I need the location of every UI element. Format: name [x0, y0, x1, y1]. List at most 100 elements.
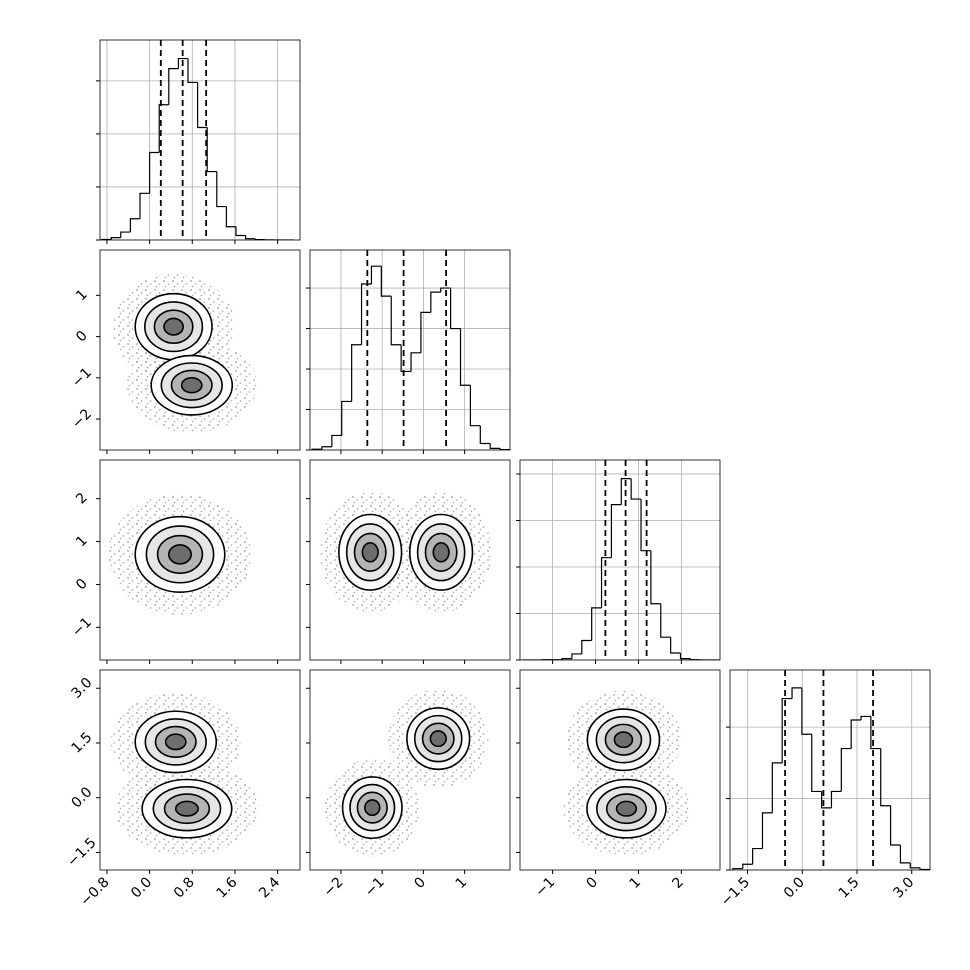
panel-frame [99, 39, 301, 241]
y-tick-label: −2 [69, 406, 95, 432]
histogram-bin [660, 603, 671, 638]
y-tick-label: 1 [73, 533, 91, 551]
x-tick-label: 3.0 [890, 874, 917, 901]
density-contour [615, 800, 638, 817]
histogram-bin [216, 171, 227, 208]
histogram-bin [732, 867, 743, 870]
density-contour [432, 542, 450, 563]
panel [320, 491, 492, 613]
histogram-bin [909, 862, 921, 869]
histogram-bin [650, 550, 661, 605]
histogram-bin [235, 226, 246, 237]
histogram-bin [670, 637, 681, 654]
histogram-bin [479, 425, 491, 445]
x-tick-label: −0.8 [77, 874, 112, 909]
density-contour [613, 731, 634, 749]
histogram-bin [860, 715, 871, 720]
panel [563, 690, 690, 856]
histogram-bin [206, 127, 217, 173]
histogram-bin [158, 104, 169, 153]
x-tick-label: 1.5 [836, 874, 863, 901]
histogram-bin [600, 557, 612, 608]
density-contour [168, 544, 193, 565]
panel-frame [309, 249, 511, 451]
density-contour [364, 799, 381, 817]
histogram-bin [591, 607, 602, 641]
panel-frame [309, 459, 511, 661]
histogram-bin [430, 291, 441, 313]
histogram-bin [341, 400, 352, 436]
histogram-bin [499, 448, 510, 450]
panel [520, 460, 720, 660]
panel-frame [99, 249, 301, 451]
histogram-bin [450, 288, 461, 330]
histogram-bin [331, 434, 342, 447]
panel-frame [99, 459, 301, 661]
histogram-bin [469, 385, 481, 427]
histogram-bin [899, 845, 911, 864]
histogram-bin [254, 238, 265, 240]
panel-frame [519, 669, 721, 871]
histogram-bin [459, 328, 471, 386]
histogram-bin [919, 867, 930, 870]
histogram-bin [168, 68, 179, 105]
y-tick-label: −1.5 [64, 835, 99, 870]
histogram-bin [351, 344, 362, 402]
y-tick-label: 1 [73, 287, 91, 305]
histogram-bin [177, 57, 188, 69]
density-contour [163, 317, 185, 336]
histogram-bin [149, 151, 160, 194]
histogram-bin [620, 478, 632, 505]
y-tick-label: 0 [73, 576, 91, 594]
y-tick-label: −1 [69, 614, 95, 640]
histogram-bin [225, 206, 236, 228]
histogram-bin [830, 790, 842, 808]
x-tick-label: 0 [584, 874, 602, 892]
histogram-bin [640, 499, 651, 552]
histogram-bin [870, 716, 881, 750]
histogram-bin [771, 762, 783, 813]
panel [112, 273, 257, 433]
histogram-bin [561, 658, 572, 660]
histogram-bin [321, 446, 332, 450]
histogram-bin [400, 344, 412, 373]
histogram-bin [689, 658, 701, 660]
x-tick-label: −1.5 [718, 874, 753, 909]
panel [100, 40, 300, 240]
histogram-bin [571, 653, 582, 659]
histogram-bin [880, 748, 891, 807]
density-contour [164, 733, 187, 751]
density-contour [174, 800, 199, 817]
y-tick-label: 0 [73, 328, 91, 346]
x-tick-label: 1.6 [214, 874, 241, 901]
histogram-bin [752, 847, 763, 865]
y-tick-label: 1.5 [68, 729, 95, 756]
panel-frame [309, 669, 511, 871]
panel [730, 670, 930, 870]
x-tick-label: 1 [453, 874, 471, 892]
histogram-bin [489, 443, 501, 449]
histogram-bin [440, 287, 451, 293]
histogram-bin [110, 237, 121, 240]
histogram-bin [581, 639, 592, 654]
histogram-bin [245, 235, 256, 240]
x-tick-label: 0.8 [171, 874, 198, 901]
y-tick-label: −1 [69, 365, 95, 391]
histogram-bin [120, 231, 131, 238]
histogram-bin [840, 747, 852, 792]
x-tick-label: 2.4 [256, 874, 283, 901]
y-tick-label: 2 [73, 490, 91, 508]
histogram-bin [139, 192, 150, 219]
histogram-bin [410, 352, 421, 372]
density-contour [429, 730, 447, 748]
histogram-bin [889, 805, 901, 846]
histogram-bin [390, 296, 402, 346]
histogram-bin [742, 863, 753, 869]
x-tick-label: 0.0 [128, 874, 155, 901]
density-contour [361, 542, 379, 563]
histogram-bin [821, 791, 832, 809]
histogram-bin [610, 504, 622, 558]
panel [110, 692, 259, 856]
histogram-bin [801, 687, 812, 735]
